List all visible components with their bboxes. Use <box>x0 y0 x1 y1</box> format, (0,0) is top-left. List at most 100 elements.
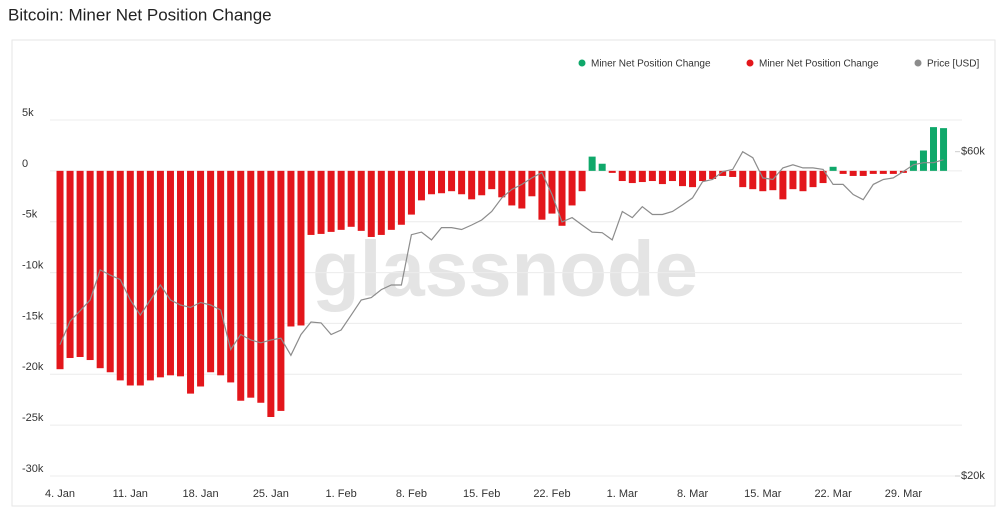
bar <box>397 170 405 225</box>
chart-title: Bitcoin: Miner Net Position Change <box>8 5 272 24</box>
bar <box>779 170 787 200</box>
bar <box>930 127 937 171</box>
x-tick-label: 22. Mar <box>814 488 852 500</box>
x-tick-label: 15. Mar <box>744 488 782 500</box>
y-tick-label: -20k <box>22 361 44 373</box>
x-tick-label: 18. Jan <box>183 488 219 500</box>
bar <box>126 170 134 386</box>
bar <box>287 170 295 327</box>
bar <box>588 156 596 171</box>
bar <box>628 170 636 184</box>
y-tick-label: -5k <box>22 209 38 221</box>
x-tick-label: 4. Jan <box>45 488 75 500</box>
bar <box>428 170 435 195</box>
bar <box>307 170 315 235</box>
x-tick-label: 1. Mar <box>607 488 639 500</box>
bar <box>317 170 325 234</box>
watermark: glassnode <box>312 225 698 313</box>
bar <box>166 170 174 376</box>
bar <box>498 170 506 198</box>
bar <box>237 170 245 401</box>
bar <box>86 170 94 361</box>
bar <box>106 170 114 373</box>
bar <box>558 170 566 226</box>
bar <box>940 128 948 171</box>
x-tick-label: 22. Feb <box>533 488 570 500</box>
bar <box>116 170 124 381</box>
bar <box>478 170 486 196</box>
bar <box>227 170 235 383</box>
y2-tick-label: $20k <box>961 470 985 482</box>
bar <box>658 170 666 185</box>
bar <box>889 170 897 174</box>
bar <box>207 170 215 373</box>
x-tick-label: 8. Mar <box>677 488 709 500</box>
bar <box>347 170 355 227</box>
bar <box>357 170 365 231</box>
legend-swatch <box>578 59 586 67</box>
bar <box>668 170 676 182</box>
bar <box>648 170 656 182</box>
bar <box>809 170 817 188</box>
bar <box>197 170 205 387</box>
bar <box>839 170 847 174</box>
bar <box>136 170 144 386</box>
bar <box>679 170 686 187</box>
bar <box>438 170 446 194</box>
y2-tick-label: $60k <box>961 146 985 158</box>
bar <box>66 170 74 359</box>
bar <box>819 170 827 184</box>
bar <box>387 170 395 230</box>
legend-label: Price [USD] <box>927 59 979 70</box>
bar <box>468 170 476 200</box>
bar <box>337 170 345 230</box>
bar <box>417 170 425 201</box>
y-tick-label: -25k <box>22 412 44 424</box>
price-line <box>59 150 944 357</box>
bar <box>638 170 646 183</box>
bar <box>458 170 466 195</box>
bar <box>528 170 536 197</box>
bar <box>448 170 456 192</box>
bar <box>699 170 707 182</box>
bar <box>578 170 586 192</box>
bar <box>849 170 857 176</box>
bar <box>56 170 64 370</box>
bar <box>217 170 225 376</box>
x-tick-label: 11. Jan <box>113 488 148 500</box>
bar <box>538 170 546 220</box>
bar <box>247 170 255 398</box>
bar <box>689 170 697 188</box>
bar <box>568 170 576 206</box>
bar <box>709 170 717 179</box>
bar <box>729 170 737 177</box>
bar <box>407 170 415 215</box>
y-tick-label: -15k <box>22 310 44 322</box>
bar <box>909 160 917 171</box>
bar <box>719 170 727 176</box>
bar <box>769 170 777 191</box>
legend-swatch <box>914 59 922 67</box>
legend-label: Miner Net Position Change <box>591 59 711 70</box>
x-tick-label: 29. Mar <box>885 488 923 500</box>
bar <box>919 150 927 171</box>
x-tick-label: 25. Jan <box>253 488 289 500</box>
bar <box>789 170 797 190</box>
bar <box>488 170 496 190</box>
bar <box>759 170 767 192</box>
bar <box>76 170 84 357</box>
bar <box>187 170 195 394</box>
bar <box>267 170 275 418</box>
bar <box>879 170 887 174</box>
bar <box>749 170 757 190</box>
bar <box>598 163 606 171</box>
y-tick-label: 0 <box>22 158 28 170</box>
bar <box>327 170 335 232</box>
bar <box>257 170 265 403</box>
bar <box>548 170 556 214</box>
bar <box>367 170 375 237</box>
bar <box>799 170 807 192</box>
bar <box>297 170 305 326</box>
bar <box>277 170 285 411</box>
